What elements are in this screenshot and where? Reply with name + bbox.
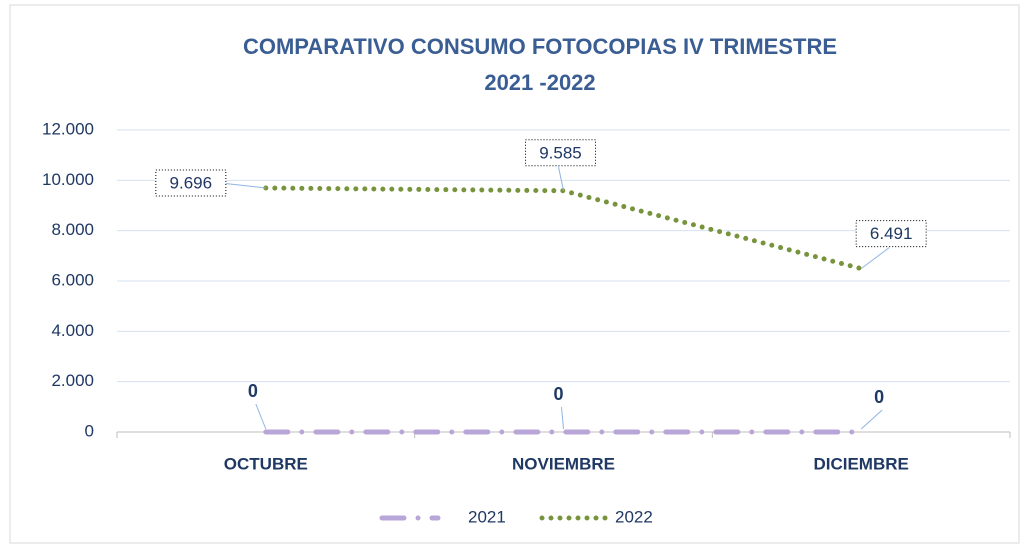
leader-line <box>220 182 266 189</box>
leader-line <box>860 247 890 270</box>
chart-title: COMPARATIVO CONSUMO FOTOCOPIAS IV TRIMES… <box>243 34 837 59</box>
data-label-box <box>525 139 596 167</box>
data-label: 9.696 <box>170 173 213 192</box>
data-label: 6.491 <box>870 224 913 243</box>
data-label-box <box>855 220 927 248</box>
data-label: 0 <box>248 381 258 401</box>
chart-title: 2021 -2022 <box>484 70 595 95</box>
leader-line <box>860 409 883 430</box>
leader-line <box>558 166 564 191</box>
y-tick-label: 10.000 <box>42 170 94 189</box>
y-tick-label: 2.000 <box>51 371 94 390</box>
x-tick-label: DICIEMBRE <box>813 454 908 473</box>
data-label: 0 <box>874 387 884 407</box>
leader-line <box>561 406 564 430</box>
y-tick-label: 6.000 <box>51 270 94 289</box>
x-tick-label: NOVIEMBRE <box>512 454 615 473</box>
y-tick-label: 12.000 <box>42 119 94 138</box>
x-tick-label: OCTUBRE <box>224 454 308 473</box>
data-label: 9.585 <box>539 143 582 162</box>
y-tick-label: 4.000 <box>51 321 94 340</box>
y-tick-label: 8.000 <box>51 220 94 239</box>
legend-label: 2021 <box>468 507 506 526</box>
leader-line <box>255 403 267 430</box>
data-label: 0 <box>553 384 563 404</box>
chart-border <box>9 4 1020 544</box>
legend-label: 2022 <box>615 507 653 526</box>
y-tick-label: 0 <box>85 421 94 440</box>
data-label-box <box>155 169 227 197</box>
